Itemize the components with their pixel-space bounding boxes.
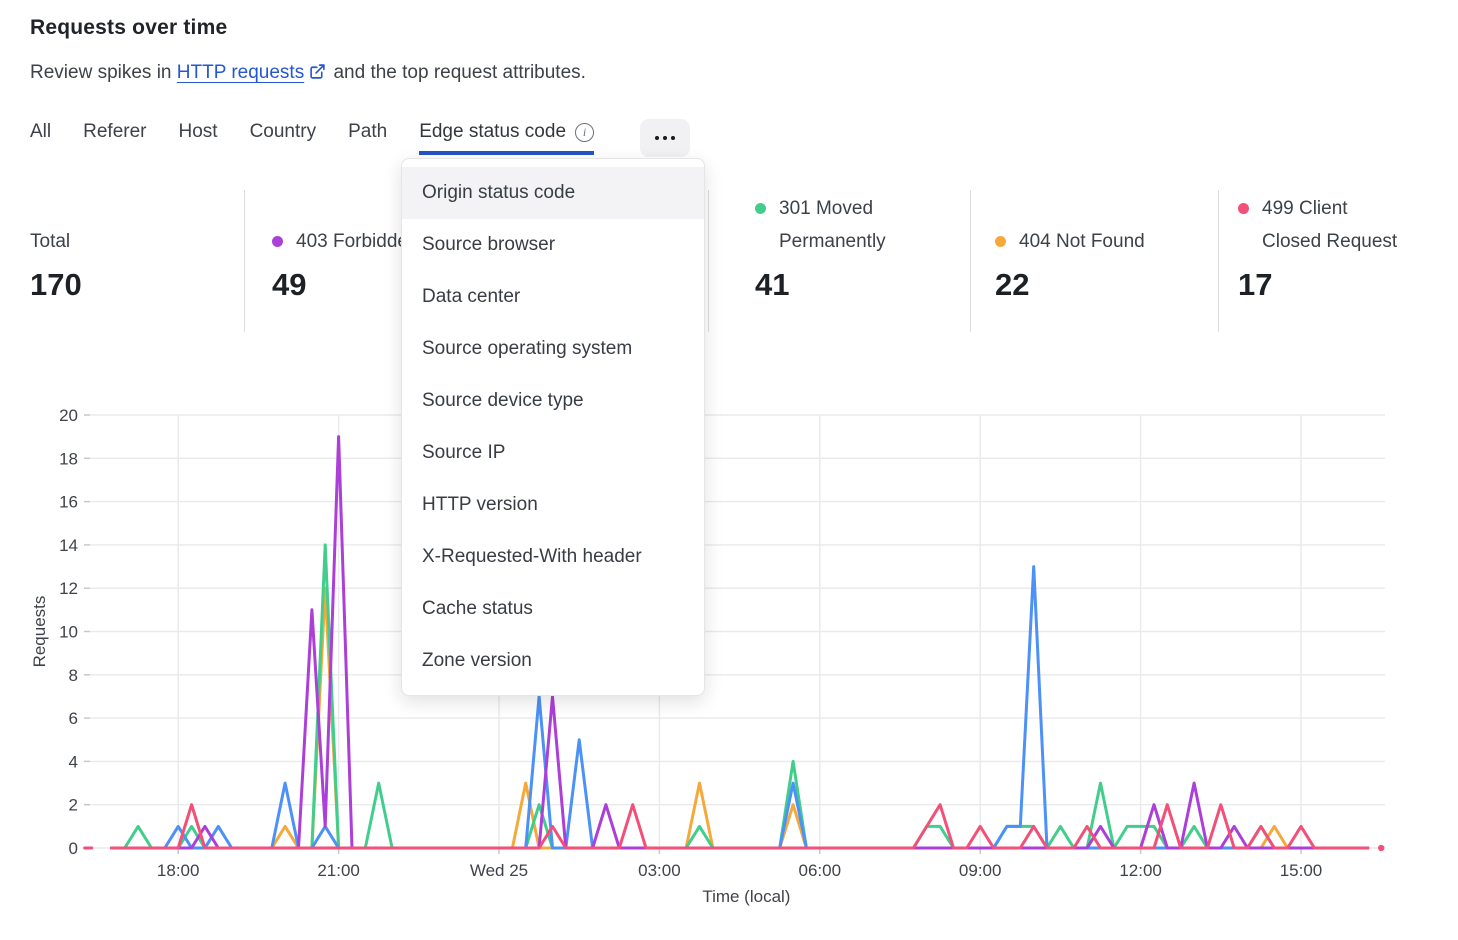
svg-text:18:00: 18:00 [157,861,200,880]
legend-dot-404 [995,236,1006,247]
subtitle-prefix: Review spikes in [30,62,172,83]
stat-divider [1218,190,1219,332]
svg-text:09:00: 09:00 [959,861,1002,880]
stat-404-label: 404 Not Found [1019,231,1145,252]
attribute-dropdown-menu: Origin status code Source browser Data c… [401,158,705,696]
svg-text:2: 2 [69,796,78,815]
external-link-icon [309,63,326,86]
stat-divider [970,190,971,332]
menu-item-http-version[interactable]: HTTP version [422,494,538,515]
stat-499-label: 499 Client Closed Request [1262,198,1398,252]
more-tabs-button[interactable] [640,119,691,157]
stat-403-value: 49 [272,267,307,302]
legend-dot-403 [272,236,283,247]
requests-over-time-chart: 0 2 4 6 8 10 12 14 16 18 20 18:00 21:00 Wed 25 03:00 06… [0,390,1458,940]
chart-canvas: 0 2 4 6 8 10 12 14 16 18 20 18:00 21:00 Wed 25 03:00 06… [30,406,1385,906]
svg-text:6: 6 [69,709,78,728]
menu-item-cache-status[interactable]: Cache status [422,598,533,619]
svg-text:21:00: 21:00 [317,861,360,880]
svg-text:Wed 25: Wed 25 [470,861,528,880]
tab-edge-status-code[interactable]: Edge status code i [419,121,595,155]
svg-text:8: 8 [69,666,78,685]
tab-all[interactable]: All [30,121,52,142]
http-requests-link[interactable]: HTTP requests [176,62,305,83]
tab-country[interactable]: Country [249,121,317,142]
stat-404-value: 22 [995,267,1030,302]
stat-499-value: 17 [1238,267,1273,302]
menu-item-data-center[interactable]: Data center [422,286,521,307]
menu-item-source-browser[interactable]: Source browser [422,234,556,255]
stat-301-label: 301 Moved Permanently [779,198,886,252]
svg-text:14: 14 [59,536,78,555]
subtitle-suffix: and the top request attributes. [333,62,586,83]
svg-text:18: 18 [59,449,78,468]
svg-text:10: 10 [59,623,78,642]
svg-text:16: 16 [59,493,78,512]
svg-text:12:00: 12:00 [1119,861,1162,880]
menu-item-source-ip[interactable]: Source IP [422,442,506,463]
stat-total-label: Total [30,231,71,252]
legend-dot-301 [755,203,766,214]
svg-text:Requests: Requests [30,596,49,668]
stat-total-value: 170 [30,267,82,302]
svg-text:0: 0 [69,839,78,858]
menu-item-source-operating-system[interactable]: Source operating system [422,338,633,359]
svg-text:03:00: 03:00 [638,861,681,880]
svg-text:20: 20 [59,406,78,425]
menu-item-source-device-type[interactable]: Source device type [422,390,584,411]
tab-edge-status-code-label: Edge status code [419,121,567,142]
info-icon[interactable]: i [575,122,595,142]
stat-divider [244,190,245,332]
menu-item-zone-version[interactable]: Zone version [422,650,532,671]
svg-text:15:00: 15:00 [1280,861,1323,880]
legend-dot-499 [1238,203,1249,214]
tab-referer[interactable]: Referer [83,121,147,142]
page-title: Requests over time [30,16,228,39]
stat-301-value: 41 [755,267,790,302]
stat-403-label: 403 Forbidden [296,231,419,252]
svg-text:4: 4 [69,752,78,771]
tab-host[interactable]: Host [178,121,218,142]
svg-text:12: 12 [59,579,78,598]
stat-divider [708,190,709,332]
attribute-tabs: All Referer Host Country Path Edge statu… [30,119,691,157]
subtitle: Review spikes in HTTP requests and the t… [30,62,586,86]
svg-text:Time (local): Time (local) [702,887,790,906]
tab-path[interactable]: Path [348,121,388,142]
menu-item-x-requested-with-header[interactable]: X-Requested-With header [422,546,642,567]
svg-text:06:00: 06:00 [799,861,842,880]
menu-item-origin-status-code[interactable]: Origin status code [402,167,704,219]
